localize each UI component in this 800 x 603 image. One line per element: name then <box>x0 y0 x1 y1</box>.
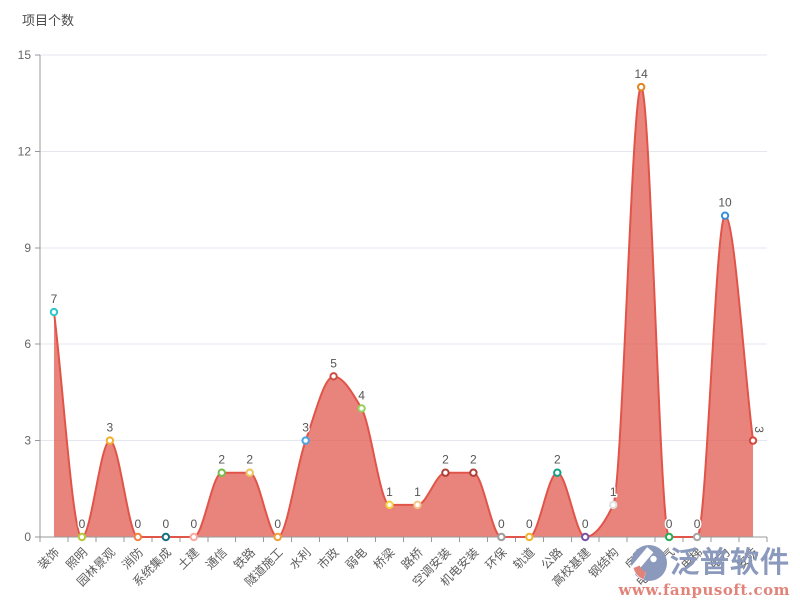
value-label: 0 <box>526 517 533 531</box>
data-point[interactable] <box>189 532 198 542</box>
data-point[interactable] <box>636 82 646 92</box>
data-point[interactable] <box>301 436 310 445</box>
value-label: 1 <box>386 485 393 499</box>
value-label: 5 <box>330 356 337 370</box>
data-point[interactable] <box>217 468 226 477</box>
value-label: 10 <box>718 196 732 210</box>
x-axis-label: 环保 <box>483 545 510 572</box>
y-axis-tick-label: 3 <box>24 434 31 448</box>
value-label: 0 <box>498 517 505 531</box>
data-point[interactable] <box>748 436 758 445</box>
watermark-brand: 泛普软件 <box>669 546 790 579</box>
value-label: 1 <box>610 485 617 499</box>
value-label: 0 <box>274 517 281 531</box>
x-axis-label: 通信 <box>203 545 230 572</box>
y-axis-tick-label: 0 <box>24 530 31 544</box>
data-point[interactable] <box>581 532 590 542</box>
data-point[interactable] <box>553 468 562 477</box>
data-point[interactable] <box>105 436 115 445</box>
y-axis-tick-label: 15 <box>18 48 32 62</box>
value-label: 0 <box>79 517 86 531</box>
data-point[interactable] <box>413 500 422 510</box>
value-label: 0 <box>582 517 589 531</box>
watermark-url: www.fanpusoft.com <box>618 581 790 599</box>
data-point[interactable] <box>357 404 366 413</box>
value-label: 2 <box>218 453 225 467</box>
y-axis-name: 项目个数 <box>22 13 75 28</box>
data-point[interactable] <box>497 532 506 542</box>
value-label: 7 <box>51 292 58 306</box>
value-label: 3 <box>752 426 766 433</box>
value-label: 14 <box>634 67 648 81</box>
x-axis-label: 水利 <box>287 545 314 572</box>
value-label: 2 <box>246 453 253 467</box>
value-label: 0 <box>162 517 169 531</box>
data-point[interactable] <box>385 500 394 510</box>
value-label: 0 <box>190 517 197 531</box>
y-axis-tick-label: 6 <box>24 337 31 351</box>
value-label: 0 <box>694 517 701 531</box>
x-axis-label: 轨道 <box>511 545 538 572</box>
y-axis-tick-label: 9 <box>24 241 31 255</box>
data-point[interactable] <box>664 532 674 542</box>
fanpu-logo-icon <box>629 545 667 581</box>
data-point[interactable] <box>720 211 730 220</box>
data-point[interactable] <box>609 500 618 510</box>
value-label: 3 <box>107 421 114 435</box>
data-point[interactable] <box>441 468 450 477</box>
value-label: 0 <box>666 517 673 531</box>
value-label: 0 <box>135 517 142 531</box>
x-axis-label: 装饰 <box>35 545 62 572</box>
y-axis-tick-label: 12 <box>18 144 32 158</box>
value-label: 1 <box>414 485 421 499</box>
value-label: 2 <box>442 453 449 467</box>
value-label: 4 <box>358 388 365 402</box>
data-point[interactable] <box>245 468 254 477</box>
x-axis-label: 市政 <box>314 545 342 573</box>
data-point[interactable] <box>329 372 338 381</box>
data-point[interactable] <box>273 532 282 542</box>
value-label: 3 <box>302 421 309 435</box>
data-point[interactable] <box>692 532 702 542</box>
data-point[interactable] <box>469 468 478 477</box>
x-axis-label: 桥梁 <box>370 545 398 573</box>
x-axis-label: 弱电 <box>343 545 370 572</box>
watermark: 泛普软件 www.fanpusoft.com <box>619 544 791 598</box>
x-axis-label: 钢结构 <box>585 545 621 581</box>
data-point[interactable] <box>133 532 143 542</box>
data-point[interactable] <box>77 532 87 542</box>
x-axis-label: 土建 <box>175 545 202 572</box>
data-point[interactable] <box>49 307 59 317</box>
value-label: 2 <box>470 453 477 467</box>
data-point[interactable] <box>161 532 171 542</box>
data-point[interactable] <box>525 532 534 542</box>
value-label: 2 <box>554 453 561 467</box>
